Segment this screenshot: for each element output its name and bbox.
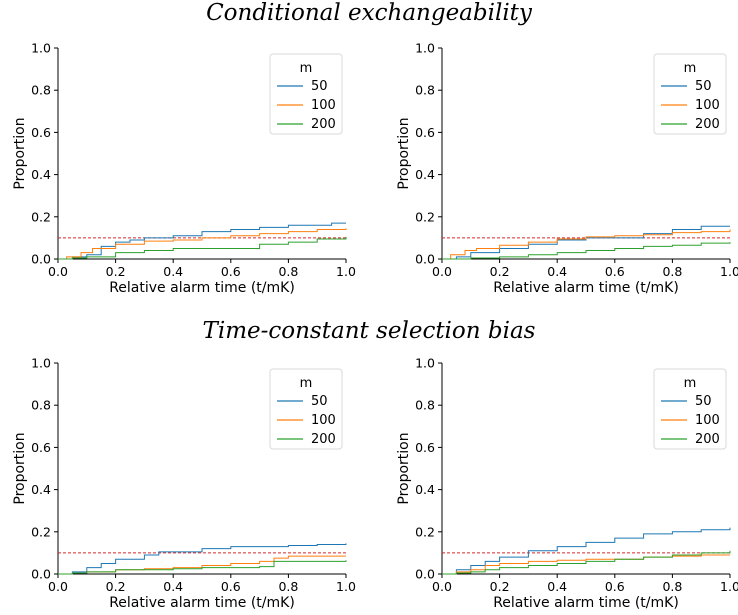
x-axis-label: Relative alarm time (t/mK) <box>493 280 679 296</box>
x-tick-label: 0.2 <box>490 579 510 594</box>
series-line-m-50 <box>58 543 347 575</box>
x-tick-label: 0.6 <box>221 264 241 279</box>
y-tick-label: 0.2 <box>31 524 51 539</box>
legend-box <box>269 53 343 135</box>
legend-label-m-100: 100 <box>695 413 720 428</box>
x-tick-label: 0.8 <box>278 579 298 594</box>
y-tick-label: 0.4 <box>415 167 435 182</box>
x-tick-label: 0.0 <box>48 579 68 594</box>
y-tick-label: 0.2 <box>415 209 435 224</box>
chart-panel-top-left: 0.0 0.2 0.4 0.6 0.8 1.0 0.0 0.2 0.4 0.6 0.8 1.0 Rela… <box>12 41 356 297</box>
legend-title: m <box>684 61 697 76</box>
x-tick-label: 0.4 <box>547 579 567 594</box>
y-axis-label: Proportion <box>396 117 412 189</box>
y-tick-label: 0.0 <box>31 567 51 582</box>
legend-title: m <box>684 376 697 391</box>
x-tick-label: 1.0 <box>336 264 356 279</box>
x-tick-label: 0.6 <box>605 264 625 279</box>
x-tick-label: 0.4 <box>547 264 567 279</box>
x-tick-label: 0.2 <box>106 579 126 594</box>
y-tick-label: 0.2 <box>31 209 51 224</box>
series-line-m-100 <box>58 228 347 260</box>
legend-title: m <box>300 61 313 76</box>
y-axis-label: Proportion <box>12 432 28 504</box>
legend-label-m-100: 100 <box>311 98 336 113</box>
legend-label-m-50: 50 <box>311 79 328 94</box>
series-line-m-200 <box>58 560 347 575</box>
chart-panel-bottom-right: 0.0 0.2 0.4 0.6 0.8 1.0 0.0 0.2 0.4 0.6 0.8 1.0 Rela… <box>396 356 738 612</box>
legend-label-m-50: 50 <box>695 394 712 409</box>
x-tick-label: 0.2 <box>490 264 510 279</box>
series-line-m-200 <box>58 236 347 260</box>
y-tick-label: 0.8 <box>31 398 51 413</box>
x-tick-label: 0.2 <box>106 264 126 279</box>
legend-box <box>653 53 727 135</box>
x-tick-label: 0.4 <box>163 264 183 279</box>
y-tick-label: 0.8 <box>415 398 435 413</box>
y-axis-label: Proportion <box>396 432 412 504</box>
legend-title: m <box>300 376 313 391</box>
y-tick-label: 0.8 <box>415 83 435 98</box>
legend-label-m-200: 200 <box>695 117 720 132</box>
x-tick-label: 1.0 <box>720 264 738 279</box>
x-tick-label: 0.4 <box>163 579 183 594</box>
legend-label-m-100: 100 <box>311 413 336 428</box>
x-axis-label: Relative alarm time (t/mK) <box>109 280 295 296</box>
y-tick-label: 0.4 <box>31 482 51 497</box>
y-tick-label: 1.0 <box>415 41 435 56</box>
x-tick-label: 0.8 <box>662 579 682 594</box>
section-title-conditional-exchangeability: Conditional exchangeability <box>206 0 532 26</box>
x-tick-label: 0.8 <box>278 264 298 279</box>
y-tick-label: 1.0 <box>415 356 435 371</box>
legend-label-m-200: 200 <box>311 117 336 132</box>
series-line-m-50 <box>442 225 730 260</box>
y-tick-label: 1.0 <box>31 356 51 371</box>
legend-label-m-50: 50 <box>311 394 328 409</box>
series-line-m-200 <box>442 550 731 575</box>
chart-panel-bottom-left: 0.0 0.2 0.4 0.6 0.8 1.0 0.0 0.2 0.4 0.6 0.8 1.0 Rela… <box>12 356 356 612</box>
series-line-m-50 <box>58 222 346 260</box>
legend-label-m-200: 200 <box>311 432 336 447</box>
x-tick-label: 0.0 <box>48 264 68 279</box>
legend-label-m-50: 50 <box>695 79 712 94</box>
y-tick-label: 0.4 <box>31 167 51 182</box>
x-tick-label: 0.6 <box>605 579 625 594</box>
y-tick-label: 1.0 <box>31 41 51 56</box>
y-tick-label: 0.6 <box>31 440 51 455</box>
y-axis-label: Proportion <box>12 117 28 189</box>
y-tick-label: 0.6 <box>31 125 51 140</box>
x-tick-label: 0.0 <box>432 264 452 279</box>
x-tick-label: 1.0 <box>720 579 738 594</box>
section-title-time-constant-selection-bias: Time-constant selection bias <box>202 318 536 344</box>
x-axis-label: Relative alarm time (t/mK) <box>493 595 679 611</box>
chart-panel-top-right: 0.0 0.2 0.4 0.6 0.8 1.0 0.0 0.2 0.4 0.6 0.8 1.0 Rela… <box>396 41 738 297</box>
series-line-m-200 <box>442 242 731 260</box>
x-tick-label: 0.8 <box>662 264 682 279</box>
x-axis-label: Relative alarm time (t/mK) <box>109 595 295 611</box>
y-tick-label: 0.4 <box>415 482 435 497</box>
legend-box <box>269 368 343 450</box>
x-tick-label: 0.0 <box>432 579 452 594</box>
series-line-m-100 <box>442 229 731 260</box>
y-tick-label: 0.6 <box>415 440 435 455</box>
y-tick-label: 0.0 <box>31 252 51 267</box>
y-tick-label: 0.0 <box>415 567 435 582</box>
legend-box <box>653 368 727 450</box>
x-tick-label: 0.6 <box>221 579 241 594</box>
y-tick-label: 0.8 <box>31 83 51 98</box>
legend-label-m-200: 200 <box>695 432 720 447</box>
y-tick-label: 0.6 <box>415 125 435 140</box>
y-tick-label: 0.2 <box>415 524 435 539</box>
series-line-m-50 <box>442 527 731 575</box>
legend-label-m-100: 100 <box>695 98 720 113</box>
y-tick-label: 0.0 <box>415 252 435 267</box>
x-tick-label: 1.0 <box>336 579 356 594</box>
